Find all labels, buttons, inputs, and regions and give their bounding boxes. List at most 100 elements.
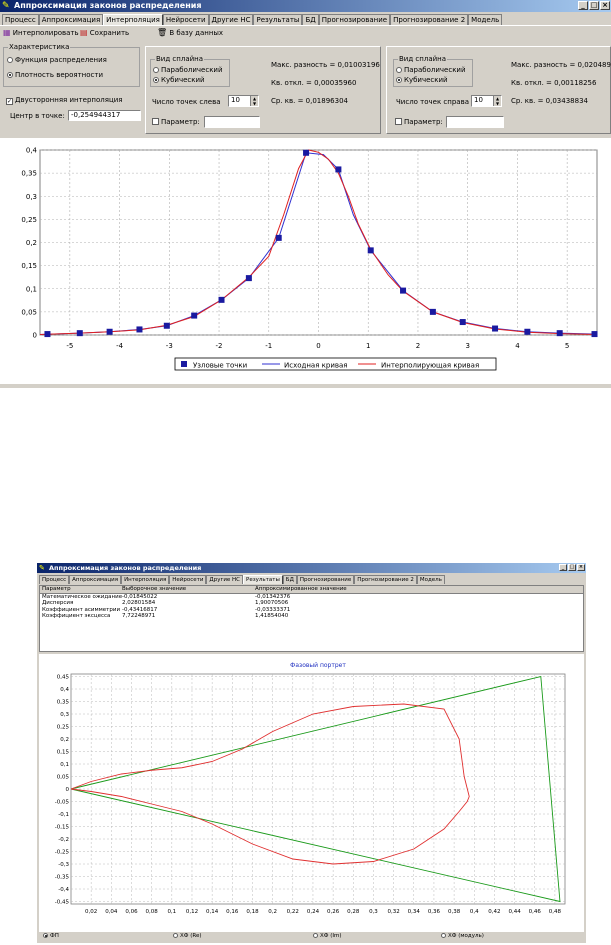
tab-9[interactable]: Модель — [416, 575, 445, 584]
to-db-button[interactable]: 🗑 В базу данных — [157, 28, 223, 37]
y-tick-label: 0,2 — [26, 239, 37, 247]
x-tick-label: 0,2 — [268, 909, 277, 915]
tab-5[interactable]: Результаты — [243, 575, 283, 584]
minimize-icon[interactable]: _ — [578, 1, 588, 10]
tab-7[interactable]: Прогнозирование — [318, 14, 391, 25]
option-density[interactable]: Плотность вероятности — [7, 71, 103, 79]
spin-arrows-icon[interactable]: ▲ ▼ — [250, 96, 258, 106]
tab-2[interactable]: Интерполяция — [103, 14, 163, 25]
right-param-checkbox[interactable]: Параметр: — [395, 118, 443, 126]
spin-arrows-icon[interactable]: ▲ ▼ — [493, 96, 501, 106]
tab-4[interactable]: Другие НС — [206, 575, 244, 584]
node-point — [218, 296, 225, 303]
y-tick-label: -0,45 — [55, 900, 70, 906]
left-option-parabolic[interactable]: Параболический — [153, 66, 223, 74]
tab-9[interactable]: Модель — [468, 14, 503, 25]
window-results: ✎ Аппроксимация законов распределения _ … — [37, 563, 586, 943]
y-tick-label: -0,05 — [55, 800, 70, 806]
right-param-input[interactable] — [446, 116, 504, 128]
table-cell: -0,03333371 — [255, 606, 291, 613]
maximize-icon[interactable]: □ — [589, 1, 599, 10]
tab-6[interactable]: БД — [302, 14, 319, 25]
tab-3[interactable]: Нейросети — [169, 575, 207, 584]
maximize-icon[interactable]: □ — [568, 564, 576, 571]
checkbox-icon — [395, 118, 402, 125]
y-tick-label: 0,3 — [60, 712, 69, 718]
x-tick-label: 0,38 — [448, 909, 461, 915]
chart-mode-option-3[interactable]: ХФ (модуль) — [441, 933, 484, 939]
tab-5[interactable]: Результаты — [253, 14, 303, 25]
y-tick-label: 0,15 — [57, 750, 70, 756]
radio-icon — [441, 933, 446, 938]
tab-0[interactable]: Процесс — [2, 14, 39, 25]
left-mean-sq: Ср. кв. = 0,01896304 — [271, 97, 348, 105]
save-label: Сохранить — [89, 29, 130, 37]
minimize-icon[interactable]: _ — [559, 564, 567, 571]
tab-strip-2: Процесс Аппроксимация Интерполяция Нейросет… — [39, 575, 445, 584]
two-sided-checkbox[interactable]: ✓ Двусторонняя интерполяция — [6, 96, 123, 105]
chart-mode-option-1[interactable]: ХФ (Re) — [173, 933, 202, 939]
column-header[interactable]: Параметр — [42, 586, 71, 592]
legend-label: Узловые точки — [193, 362, 247, 370]
close-icon[interactable]: × — [577, 564, 585, 571]
left-param-input[interactable] — [204, 116, 260, 128]
y-tick-label: 0 — [33, 332, 37, 340]
x-tick-label: 0,34 — [408, 909, 421, 915]
tab-1[interactable]: Аппроксимация — [69, 575, 122, 584]
option-distribution-function[interactable]: Функция распределения — [7, 56, 107, 64]
radio-icon — [7, 72, 13, 78]
x-tick-label: 0,36 — [428, 909, 441, 915]
node-point — [163, 322, 170, 329]
column-header[interactable]: Выборочное значение — [122, 586, 187, 592]
center-input[interactable]: -0,254944317 — [68, 110, 141, 121]
legend-marker — [181, 361, 187, 367]
table-cell: -0,01342376 — [255, 594, 291, 600]
interpolate-label: Интерполировать — [12, 29, 79, 37]
chart-mode-option-2[interactable]: ХФ (Im) — [313, 933, 342, 939]
density-chart: 0 0,05 0,1 0,15 0,2 0,25 0,3 0,35 0,4 -5 -4 -3 -2 -1 0… — [0, 138, 611, 384]
series-line — [70, 675, 561, 903]
left-option-cubic[interactable]: Кубический — [153, 76, 205, 84]
chart-mode-options: ФП ХФ (Re) ХФ (Im) ХФ (модуль) — [37, 932, 586, 942]
radio-icon — [313, 933, 318, 938]
y-tick-label: 0,1 — [60, 762, 69, 768]
right-mean-sq: Ср. кв. = 0,03438834 — [511, 97, 588, 105]
tab-7[interactable]: Прогнозирование — [296, 575, 355, 584]
tab-1[interactable]: Аппроксимация — [38, 14, 104, 25]
y-tick-label: 0,4 — [26, 147, 38, 155]
tab-4[interactable]: Другие НС — [208, 14, 254, 25]
window-title-2: Аппроксимация законов распределения — [49, 564, 202, 572]
right-points-label: Число точек справа — [396, 98, 470, 106]
y-tick-label: 0,35 — [21, 170, 37, 178]
node-point — [76, 330, 83, 337]
plot-area — [70, 673, 566, 905]
y-tick-label: 0,05 — [57, 775, 70, 781]
y-tick-label: 0,15 — [21, 262, 37, 270]
tab-8[interactable]: Прогнозирование 2 — [390, 14, 469, 25]
x-tick-label: -1 — [265, 342, 272, 350]
left-sq-dev: Кв. откл. = 0,00035960 — [271, 79, 357, 87]
right-option-parabolic[interactable]: Параболический — [396, 66, 466, 74]
x-tick-label: 0,46 — [529, 909, 542, 915]
tab-divider — [0, 25, 611, 26]
right-points-spinner[interactable]: 10 ▲ ▼ — [471, 95, 502, 107]
tab-8[interactable]: Прогнозирование 2 — [354, 575, 417, 584]
table-header — [40, 586, 583, 594]
left-param-checkbox[interactable]: Параметр: — [152, 118, 200, 126]
interpolate-button[interactable]: ▦ Интерполировать — [3, 28, 79, 37]
left-points-spinner[interactable]: 10 ▲ ▼ — [228, 95, 259, 107]
chart-mode-option-0[interactable]: ФП — [43, 933, 59, 939]
right-max-diff: Макс. разность = 0,02048958 — [511, 61, 611, 69]
radio-icon — [153, 77, 159, 83]
tab-3[interactable]: Нейросети — [162, 14, 209, 25]
tab-2[interactable]: Интерполяция — [121, 575, 170, 584]
close-icon[interactable]: × — [600, 1, 610, 10]
x-tick-label: 0,04 — [105, 909, 118, 915]
column-header[interactable]: Аппроксимированное значение — [255, 586, 347, 592]
tab-0[interactable]: Процесс — [39, 575, 70, 584]
x-tick-label: 5 — [565, 342, 569, 350]
tab-6[interactable]: БД — [282, 575, 297, 584]
legend-box — [174, 357, 497, 371]
right-option-cubic[interactable]: Кубический — [396, 76, 448, 84]
save-button[interactable]: ▤ Сохранить — [80, 28, 129, 37]
